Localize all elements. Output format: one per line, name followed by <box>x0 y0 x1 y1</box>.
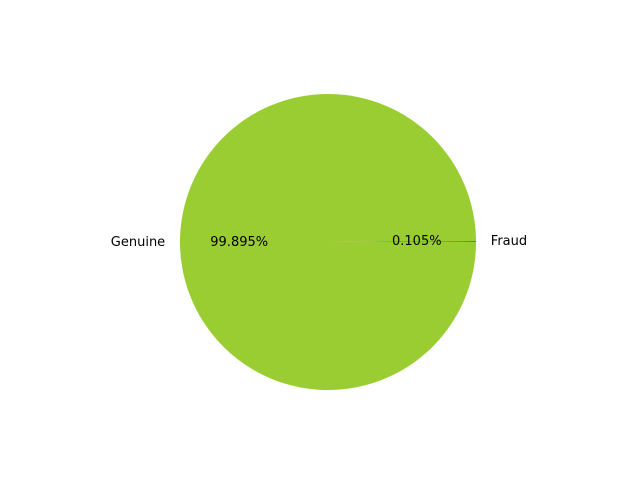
pie-slice-genuine <box>180 94 477 391</box>
pie-slices <box>180 94 477 391</box>
slice-percent-fraud: 0.105% <box>392 234 442 249</box>
slice-label-genuine: Genuine <box>111 235 165 250</box>
slice-percent-genuine: 99.895% <box>210 235 268 250</box>
pie-slice-fraud <box>328 241 476 242</box>
slice-label-fraud: Fraud <box>491 234 527 249</box>
